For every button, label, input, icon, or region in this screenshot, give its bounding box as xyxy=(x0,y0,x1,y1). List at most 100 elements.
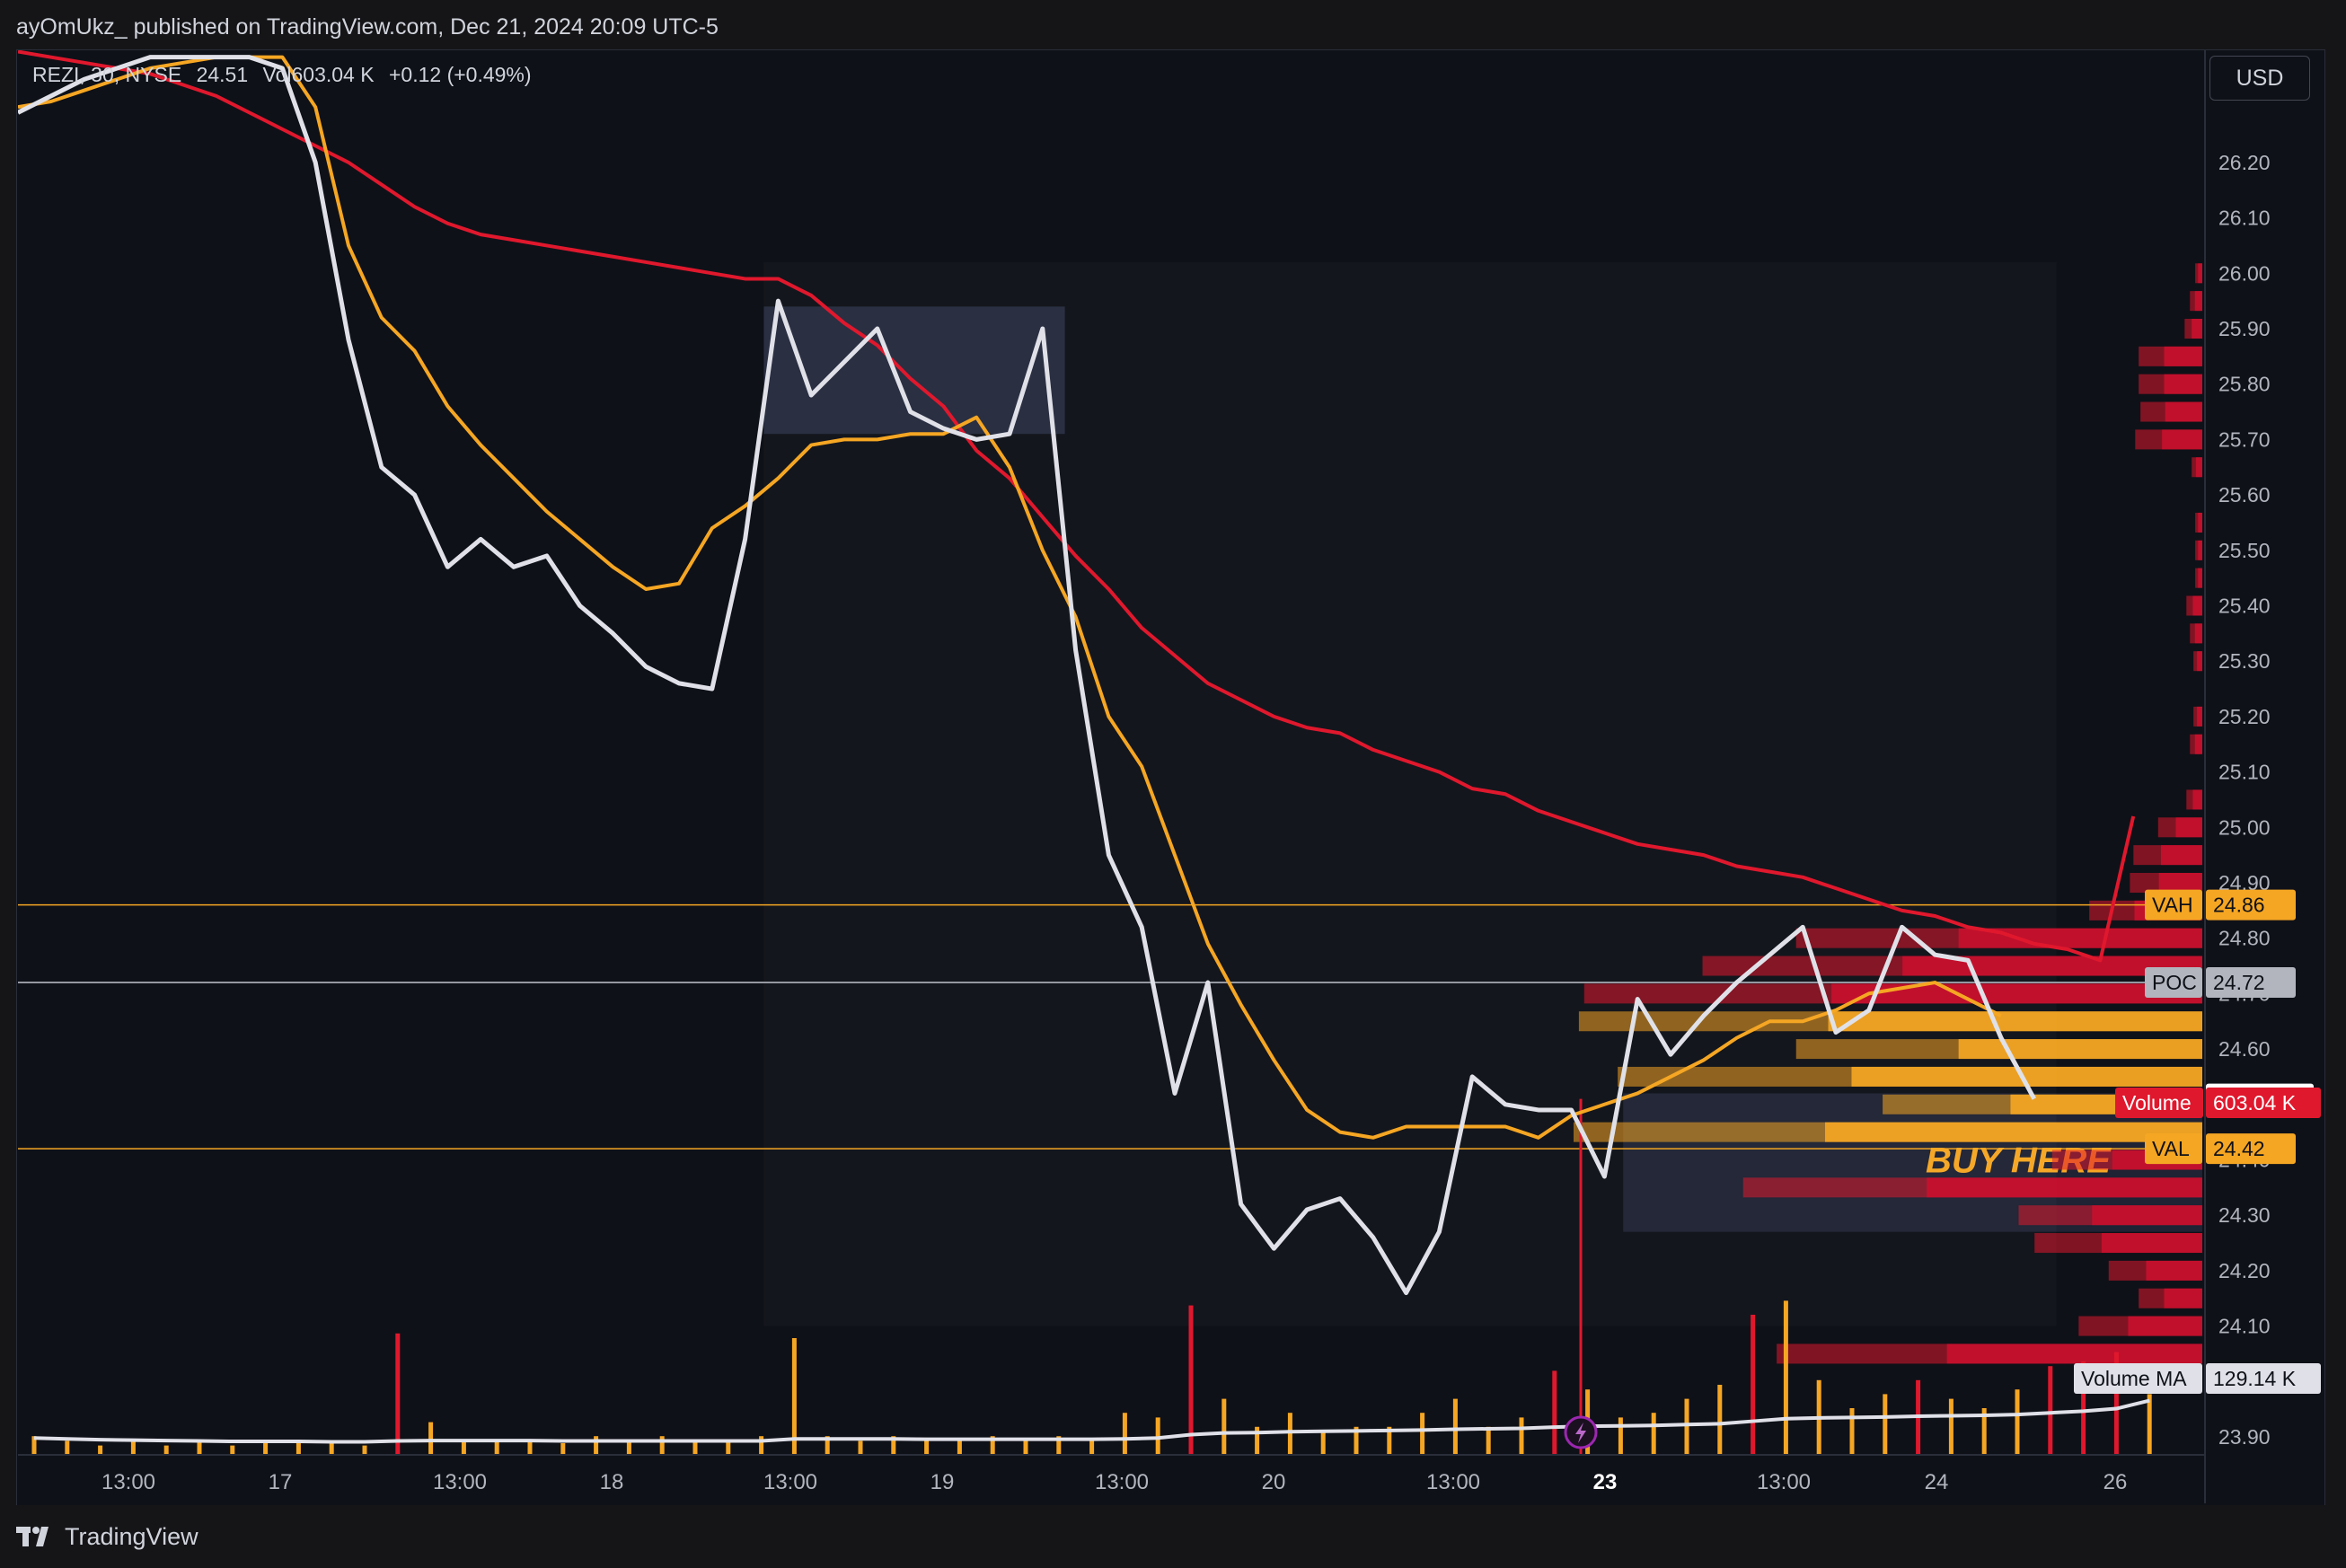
y-tick-label: 25.20 xyxy=(2218,705,2271,728)
profile-row-inner xyxy=(2198,540,2202,560)
volume-bar xyxy=(1849,1408,1855,1455)
profile-row xyxy=(2130,872,2202,893)
level-tag-vah: VAH xyxy=(2145,889,2202,921)
volume-bar xyxy=(1089,1440,1095,1455)
profile-row-inner xyxy=(1927,1177,2202,1198)
level-tag-vah-bg xyxy=(2145,889,2202,921)
profile-row-inner xyxy=(1825,1122,2202,1142)
volume-bar xyxy=(990,1436,995,1455)
series-lines xyxy=(18,50,2136,1449)
profile-row xyxy=(2195,540,2202,560)
volume-ma-value-tag-text: 129.14 K xyxy=(2213,1367,2297,1390)
volume-bar xyxy=(659,1436,665,1455)
profile-row xyxy=(2193,651,2202,672)
profile-row-inner xyxy=(2197,706,2202,727)
profile-row xyxy=(1574,1122,2202,1142)
x-tick-label: 17 xyxy=(269,1470,293,1494)
profile-row xyxy=(2184,318,2202,339)
profile-row xyxy=(2195,512,2202,533)
volume-bar xyxy=(692,1440,698,1455)
level-value-poc-text: 24.72 xyxy=(2213,971,2265,994)
y-tick-label: 25.90 xyxy=(2218,317,2271,340)
y-tick-label: 24.80 xyxy=(2218,927,2271,950)
bottom-bar xyxy=(0,1505,2346,1568)
volume-bar xyxy=(527,1440,533,1455)
x-tick-label: 13:00 xyxy=(763,1470,817,1494)
y-tick-label: 24.30 xyxy=(2218,1203,2271,1227)
legend-symbol[interactable]: REZI, 30, NYSE xyxy=(32,63,182,86)
tradingview-logo[interactable]: TradingView xyxy=(16,1522,198,1551)
volume-bar xyxy=(1420,1413,1425,1455)
profile-row-inner xyxy=(2101,1233,2202,1254)
volume-bar xyxy=(1056,1436,1062,1455)
x-tick-label: 13:00 xyxy=(1095,1470,1149,1494)
profile-row-inner xyxy=(2128,1316,2202,1336)
x-tick-label: 26 xyxy=(2103,1470,2128,1494)
volume-bar xyxy=(1486,1426,1491,1455)
volume-name-tag: Volume xyxy=(2115,1088,2203,1118)
profile-row xyxy=(2190,734,2202,754)
profile-row xyxy=(1583,983,2202,1004)
volume-bar xyxy=(1320,1431,1326,1455)
profile-row-inner xyxy=(1831,983,2202,1004)
profile-row xyxy=(2018,1205,2202,1226)
profile-row xyxy=(2186,789,2202,810)
y-tick-label: 26.10 xyxy=(2218,207,2271,230)
x-tick-label: 13:00 xyxy=(101,1470,155,1494)
profile-row xyxy=(2157,817,2202,838)
profile-row xyxy=(2135,429,2202,450)
profile-row xyxy=(2139,374,2202,394)
profile-row xyxy=(1742,1177,2202,1198)
volume-bar xyxy=(1783,1300,1788,1455)
y-tick-label: 23.90 xyxy=(2218,1425,2271,1449)
profile-row-inner xyxy=(2198,568,2202,588)
profile-row-inner xyxy=(1946,1343,2202,1364)
volume-bar xyxy=(395,1333,401,1455)
y-tick-label: 26.00 xyxy=(2218,261,2271,285)
tradingview-logo-icon xyxy=(16,1527,49,1546)
symbol-legend: REZI, 30, NYSE 24.51 Vol603.04 K +0.12 (… xyxy=(32,63,541,87)
chart-pane[interactable] xyxy=(16,49,2325,1506)
volume-bar xyxy=(1222,1398,1227,1455)
y-tick-label: 25.70 xyxy=(2218,427,2271,451)
profile-row-inner xyxy=(2194,623,2202,644)
profile-row xyxy=(2193,706,2202,727)
volume-bar xyxy=(1255,1426,1260,1455)
profile-row-inner xyxy=(2160,845,2202,866)
publish-info: ayOmUkz_ published on TradingView.com, D… xyxy=(16,14,719,40)
volume-ma-name-tag: Volume MA xyxy=(2074,1363,2202,1394)
y-tick-label: 25.60 xyxy=(2218,483,2271,507)
profile-row-inner xyxy=(2192,595,2202,616)
profile-row xyxy=(1777,1343,2202,1364)
profile-row-inner xyxy=(1958,928,2202,948)
level-value-poc-bg xyxy=(2206,967,2296,999)
level-value-val-text: 24.42 xyxy=(2213,1137,2265,1160)
volume-bar xyxy=(1122,1413,1127,1455)
profile-row xyxy=(1618,1066,2202,1087)
volume-bar xyxy=(98,1445,103,1455)
y-tick-label: 24.20 xyxy=(2218,1259,2271,1282)
volume-value-tag-bg xyxy=(2206,1088,2321,1118)
level-tag-val-bg xyxy=(2145,1133,2202,1165)
profile-row-inner xyxy=(2165,401,2202,422)
volume-bar xyxy=(329,1443,334,1455)
profile-row xyxy=(2139,1288,2202,1308)
profile-row xyxy=(2190,623,2202,644)
price-line xyxy=(18,55,2036,1296)
x-tick-label: 24 xyxy=(1925,1470,1949,1494)
volume-bar xyxy=(2015,1389,2020,1455)
currency-selector[interactable]: USD xyxy=(2209,56,2310,101)
profile-row-inner xyxy=(2194,734,2202,754)
profile-row xyxy=(2192,457,2202,478)
volume-bar xyxy=(825,1436,830,1455)
tradingview-logo-text: TradingView xyxy=(65,1522,198,1550)
y-tick-label: 25.30 xyxy=(2218,649,2271,673)
volume-bar xyxy=(31,1436,37,1455)
volume-bar xyxy=(1751,1315,1756,1455)
volume-bar xyxy=(1552,1370,1557,1455)
volume-bar xyxy=(230,1445,235,1455)
volume-bar xyxy=(494,1440,499,1455)
volume-value-tag: 603.04 K xyxy=(2206,1088,2321,1118)
volume-bar xyxy=(626,1440,631,1455)
